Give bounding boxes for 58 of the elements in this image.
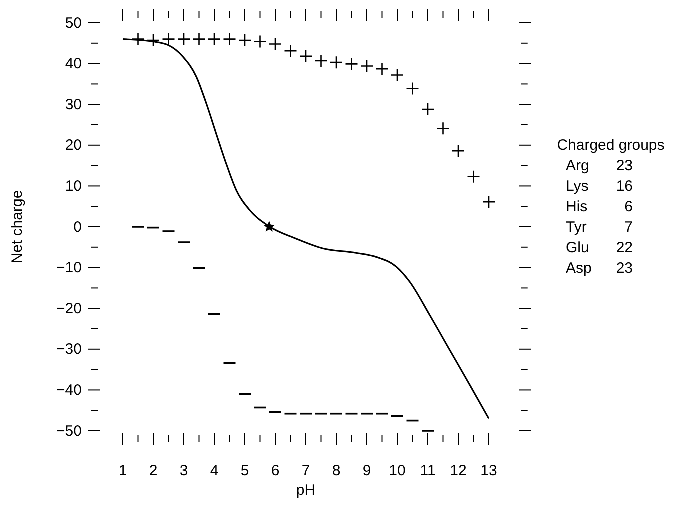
x-tick-label: 13 [480, 462, 498, 480]
point [192, 32, 206, 46]
y-tick-label: −20 [56, 300, 82, 318]
y-tick-label: 40 [65, 56, 82, 73]
text: Arg 23 [566, 158, 633, 174]
point [314, 54, 328, 68]
point [330, 56, 344, 70]
text: His 6 [566, 198, 633, 216]
y-tick-label: 20 [65, 137, 82, 154]
point [146, 34, 160, 48]
y-tick-label: −50 [56, 422, 82, 440]
x-tick-label: 6 [271, 462, 280, 480]
point [162, 32, 176, 46]
x-tick-label: 4 [210, 462, 219, 480]
point [132, 32, 145, 46]
y-tick-label: −40 [56, 382, 82, 399]
x-tick-label: 5 [240, 462, 250, 480]
text: Lys 16 [566, 178, 633, 195]
y-tick-label: 0 [74, 218, 82, 236]
y-tick-label: −30 [56, 341, 82, 358]
point [360, 60, 374, 73]
x-tick-label: 7 [302, 462, 310, 480]
point [376, 62, 389, 76]
x-tick-label: 10 [389, 462, 406, 480]
point [177, 32, 191, 46]
point [268, 38, 282, 51]
x-tick-label: 9 [362, 462, 372, 480]
text: Asp 23 [566, 260, 633, 277]
point [467, 170, 480, 184]
text: Charged groups [557, 137, 665, 154]
x-axis-title: pH [296, 482, 316, 499]
text: Tyr 7 [566, 219, 633, 236]
point [406, 82, 420, 96]
y-tick-label: 30 [65, 96, 82, 114]
x-tick-label: 1 [118, 462, 128, 480]
point [264, 221, 276, 232]
y-tick-label: 10 [65, 178, 82, 195]
x-tick-label: 2 [149, 462, 158, 480]
point [284, 44, 298, 58]
y-tick-label: −10 [56, 260, 82, 277]
point [345, 58, 358, 71]
point [223, 32, 236, 46]
x-tick-label: 11 [420, 462, 436, 480]
point [238, 34, 252, 48]
y-axis-title: Net charge [9, 190, 26, 264]
point [482, 195, 496, 209]
text: Glu 22 [566, 240, 633, 256]
point [421, 102, 435, 116]
x-tick-label: 12 [450, 462, 467, 480]
point [208, 32, 222, 46]
point [390, 68, 404, 82]
point [452, 144, 466, 158]
x-tick-label: 3 [180, 462, 188, 480]
point [436, 122, 450, 136]
point [254, 35, 267, 48]
x-tick-label: 8 [332, 462, 341, 480]
point [299, 50, 313, 64]
y-tick-label: 50 [65, 14, 82, 32]
